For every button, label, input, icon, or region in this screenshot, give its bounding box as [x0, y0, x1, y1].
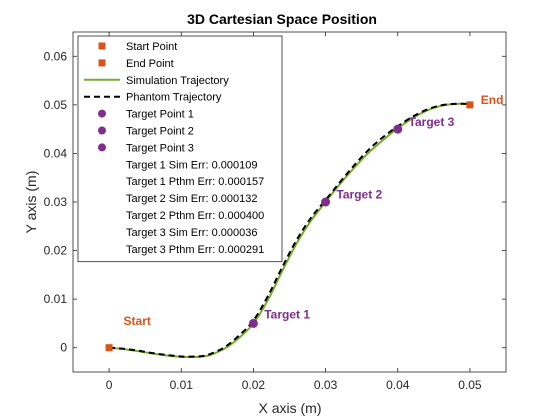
y-tick-label: 0.02	[44, 244, 68, 258]
phantom-trajectory-line	[109, 102, 470, 358]
x-tick-label: 0.04	[386, 378, 410, 392]
x-tick-label: 0	[106, 378, 113, 392]
legend-marker-circle	[98, 109, 106, 118]
x-tick-label: 0.01	[170, 378, 194, 392]
legend-label: Target 2 Pthm Err: 0.000400	[126, 210, 264, 222]
x-tick-label: 0.03	[314, 378, 338, 392]
y-axis-label: Y axis (m)	[23, 171, 39, 234]
target-point-2-marker	[321, 197, 331, 207]
chart-title: 3D Cartesian Space Position	[187, 11, 377, 27]
x-axis-label: X axis (m)	[259, 400, 322, 416]
annotation-target-2: Target 2	[336, 188, 382, 202]
legend: Start Point End Point Simulation Trajector…	[77, 35, 283, 263]
end-point-marker	[466, 101, 474, 109]
legend-label: Start Point	[126, 41, 177, 53]
legend-marker-circle	[98, 143, 106, 152]
annotation-start: Start	[124, 314, 151, 328]
legend-label: Target Point 3	[126, 142, 194, 154]
legend-label: Target 3 Pthm Err: 0.000291	[126, 244, 264, 256]
legend-label: Target Point 1	[126, 109, 194, 121]
annotation-end: End	[481, 93, 504, 107]
annotation-target-1: Target 1	[264, 308, 310, 322]
legend-marker-circle	[98, 126, 106, 135]
annotation-target-3: Target 3	[409, 115, 455, 129]
y-tick-label: 0.01	[44, 292, 68, 306]
y-tick-label: 0.05	[44, 98, 68, 112]
y-tick-label: 0.03	[44, 195, 68, 209]
legend-label: End Point	[126, 58, 174, 70]
legend-marker-square	[98, 42, 106, 50]
x-tick-label: 0.02	[242, 378, 266, 392]
legend-label: Target 1 Pthm Err: 0.000157	[126, 176, 264, 188]
y-tick-label: 0.04	[44, 146, 68, 160]
x-tick-label: 0.05	[458, 378, 482, 392]
legend-label: Target Point 2	[126, 126, 194, 138]
legend-marker-square	[98, 59, 106, 67]
legend-label: Target 2 Sim Err: 0.000132	[126, 193, 257, 205]
points-layer	[105, 101, 474, 352]
legend-label: Target 3 Sim Err: 0.000036	[126, 227, 257, 239]
y-tick-label: 0.06	[44, 49, 68, 63]
legend-label: Phantom Trajectory	[126, 92, 222, 104]
axis-ticks: 0 0.01 0.02 0.03 0.04 0.05 0 0.01 0.02 0.03 0.04 0.…	[44, 32, 506, 392]
target-point-1-marker	[248, 318, 258, 328]
series-layer	[108, 102, 470, 359]
start-point-marker	[105, 344, 113, 352]
annotations-layer: Start End Target 1 Target 2 Target 3	[124, 93, 504, 328]
legend-label: Simulation Trajectory	[126, 75, 229, 87]
legend-box	[77, 35, 283, 263]
target-point-3-marker	[393, 124, 403, 134]
y-tick-label: 0	[60, 341, 67, 355]
legend-label: Target 1 Sim Err: 0.000109	[126, 159, 257, 171]
